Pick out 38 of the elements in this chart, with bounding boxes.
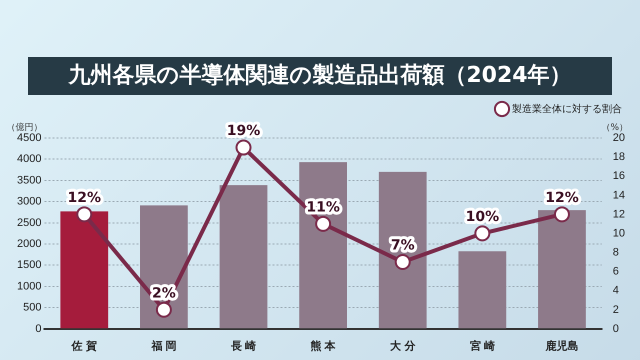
data-label: 11%	[306, 200, 340, 216]
y-tick-label: 500	[23, 302, 42, 314]
x-tick-label: 長 崎	[230, 339, 256, 352]
x-tick-label: 鹿児島	[544, 339, 578, 352]
x-tick-label: 宮 崎	[470, 339, 495, 352]
y2-tick-label: 12	[612, 208, 626, 220]
y2-tick-label: 0	[612, 322, 619, 335]
y-tick-label: 1000	[16, 280, 42, 292]
y2-tick-label: 14	[612, 189, 626, 202]
data-label: 7%	[390, 238, 415, 254]
y-tick-label: 4000	[16, 153, 42, 166]
legend-label: 製造業全体に対する割合	[512, 102, 622, 115]
y2-axis-title: （%）	[601, 122, 628, 133]
x-tick-label: 福 岡	[150, 339, 176, 352]
x-tick-label: 大 分	[390, 339, 416, 352]
y2-tick-label: 4	[612, 284, 619, 297]
y-tick-label: 1500	[16, 259, 42, 272]
x-tick-label: 佐 賀	[70, 339, 97, 352]
y2-tick-label: 6	[612, 266, 619, 278]
y-tick-label: 3500	[16, 174, 42, 186]
data-label: 12%	[545, 190, 579, 206]
y2-tick-label: 8	[612, 246, 619, 259]
chart-title: 九州各県の半導体関連の製造品出荷額（2024年）	[28, 57, 612, 95]
y2-tick-label: 18	[612, 151, 626, 164]
y-tick-label: 0	[35, 322, 42, 335]
y2-tick-label: 20	[612, 132, 626, 144]
data-label: 10%	[466, 209, 500, 226]
y-tick-label: 2000	[16, 238, 42, 250]
y-tick-label: 4500	[16, 132, 42, 144]
data-label: 12%	[68, 190, 102, 206]
y-tick-label: 3000	[16, 196, 42, 208]
y2-tick-label: 16	[612, 170, 626, 182]
y-tick-label: 2500	[16, 216, 42, 229]
x-tick-label: 熊 本	[310, 339, 337, 352]
data-label: 19%	[226, 123, 260, 140]
y2-tick-label: 2	[612, 304, 619, 316]
y2-tick-label: 10	[612, 227, 626, 240]
y-axis-title: （億円）	[6, 122, 42, 133]
